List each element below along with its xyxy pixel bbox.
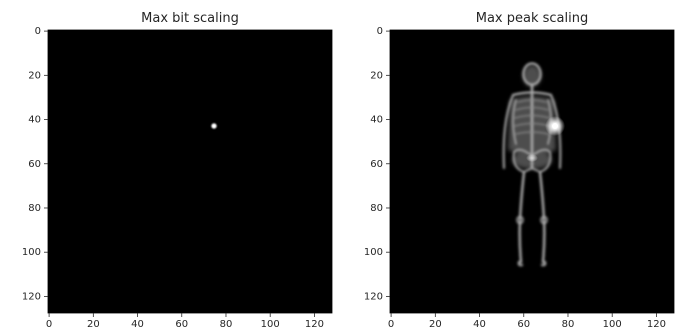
x-tick: 20: [429, 313, 442, 330]
x-tick-label: 40: [131, 319, 144, 330]
x-tick-label: 80: [220, 319, 233, 330]
y-tick-label: 0: [35, 26, 41, 37]
x-tick: 100: [603, 313, 622, 330]
x-tick-label: 20: [87, 319, 100, 330]
panel-max-bit-scaling: Max bit scaling 0 20 40 60: [22, 11, 333, 330]
x-tick: 40: [131, 313, 144, 330]
x-tick: 120: [305, 313, 324, 330]
y-tick-label: 40: [370, 115, 383, 126]
y-tick: 20: [28, 70, 48, 81]
y-tick-label: 60: [370, 159, 383, 170]
x-tick-label: 100: [261, 319, 280, 330]
y-axis: 0 20 40 60 80 100: [364, 26, 390, 302]
x-tick-label: 0: [388, 319, 394, 330]
y-tick: 60: [370, 159, 390, 170]
y-tick: 40: [28, 115, 48, 126]
x-tick: 20: [87, 313, 100, 330]
x-axis: 0 20 40 60 80 100: [46, 313, 324, 330]
y-tick: 20: [370, 70, 390, 81]
x-tick-label: 60: [517, 319, 530, 330]
bright-spot-core: [212, 124, 216, 128]
x-tick-label: 40: [473, 319, 486, 330]
y-tick: 120: [22, 291, 48, 302]
y-tick: 60: [28, 159, 48, 170]
skeleton-scan: [502, 62, 565, 267]
x-tick-label: 0: [46, 319, 52, 330]
y-tick: 0: [377, 26, 390, 37]
x-tick: 60: [175, 313, 188, 330]
y-tick-label: 100: [22, 247, 41, 258]
y-tick: 80: [28, 203, 48, 214]
y-tick-label: 80: [370, 203, 383, 214]
y-tick: 80: [370, 203, 390, 214]
x-tick-label: 120: [305, 319, 324, 330]
y-tick-label: 20: [370, 70, 383, 81]
panel-max-peak-scaling: Max peak scaling: [364, 11, 675, 330]
x-tick-label: 100: [603, 319, 622, 330]
x-axis: 0 20 40 60 80 100: [388, 313, 666, 330]
y-tick: 100: [364, 247, 390, 258]
x-tick-label: 120: [647, 319, 666, 330]
x-tick-label: 80: [562, 319, 575, 330]
image-area: [47, 29, 333, 314]
x-tick-label: 20: [429, 319, 442, 330]
y-tick: 40: [370, 115, 390, 126]
y-tick-label: 40: [28, 115, 41, 126]
x-tick: 0: [46, 313, 52, 330]
y-tick: 120: [364, 291, 390, 302]
panel-title: Max peak scaling: [476, 11, 589, 26]
x-tick: 120: [647, 313, 666, 330]
y-tick-label: 0: [377, 26, 383, 37]
x-tick: 40: [473, 313, 486, 330]
x-tick-label: 60: [175, 319, 188, 330]
y-tick-label: 20: [28, 70, 41, 81]
y-tick-label: 120: [364, 291, 383, 302]
x-tick: 60: [517, 313, 530, 330]
x-tick: 0: [388, 313, 394, 330]
y-axis: 0 20 40 60 80 100: [22, 26, 48, 302]
y-tick-label: 100: [364, 247, 383, 258]
y-tick-label: 80: [28, 203, 41, 214]
x-tick: 80: [562, 313, 575, 330]
y-tick: 0: [35, 26, 48, 37]
panel-title: Max bit scaling: [141, 11, 239, 26]
x-tick: 80: [220, 313, 233, 330]
y-tick-label: 60: [28, 159, 41, 170]
y-tick-label: 120: [22, 291, 41, 302]
x-tick: 100: [261, 313, 280, 330]
y-tick: 100: [22, 247, 48, 258]
